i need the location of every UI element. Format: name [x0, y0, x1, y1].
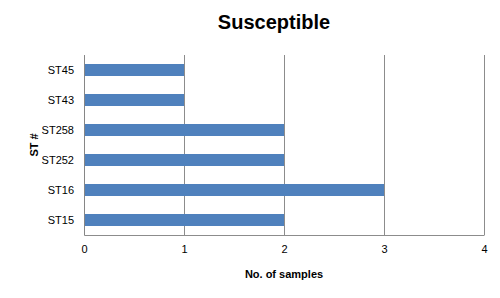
x-tick-label: 3	[381, 243, 387, 255]
y-tick: ST43	[48, 94, 84, 106]
y-tick-label: ST15	[48, 214, 74, 226]
bar	[84, 184, 384, 196]
x-axis-line	[85, 235, 485, 236]
grid-line	[84, 55, 85, 235]
y-tick: ST45	[48, 64, 84, 76]
x-tick: 0	[81, 235, 87, 255]
x-axis-title: No. of samples	[245, 268, 323, 280]
chart: 0 1 2 3 4 ST45 ST43 ST258 ST252 ST16 ST15 Susceptib…	[0, 0, 500, 298]
x-tick-label: 1	[181, 243, 187, 255]
y-tick-label: ST43	[48, 94, 74, 106]
bar	[84, 124, 284, 136]
bar	[84, 154, 284, 166]
y-tick-label: ST16	[48, 184, 74, 196]
x-axis: 0 1 2 3 4	[81, 235, 487, 255]
grid-line	[284, 55, 285, 235]
y-tick-label: ST258	[42, 124, 74, 136]
title: Susceptible	[218, 11, 330, 33]
grid-line	[384, 55, 385, 235]
grid	[84, 55, 484, 235]
x-tick: 2	[281, 235, 287, 255]
bar	[84, 94, 184, 106]
x-tick-label: 0	[81, 243, 87, 255]
y-tick-label: ST45	[48, 64, 74, 76]
bars	[84, 64, 384, 226]
y-axis: ST45 ST43 ST258 ST252 ST16 ST15	[42, 56, 85, 236]
x-tick: 3	[381, 235, 387, 255]
grid-line	[484, 55, 485, 235]
x-tick-label: 4	[481, 243, 487, 255]
y-tick: ST16	[48, 184, 84, 196]
bar	[84, 214, 284, 226]
x-tick: 4	[481, 235, 487, 255]
x-tick-label: 2	[281, 243, 287, 255]
y-tick: ST252	[42, 154, 84, 166]
y-axis-line	[84, 56, 85, 236]
x-tick: 1	[181, 235, 187, 255]
y-axis-title: ST #	[28, 133, 40, 156]
plot: 0 1 2 3 4 ST45 ST43 ST258 ST252 ST16 ST15	[42, 55, 488, 255]
grid-line	[184, 55, 185, 235]
y-tick: ST258	[42, 124, 84, 136]
y-tick-label: ST252	[42, 154, 74, 166]
y-tick: ST15	[48, 214, 84, 226]
bar	[84, 64, 184, 76]
